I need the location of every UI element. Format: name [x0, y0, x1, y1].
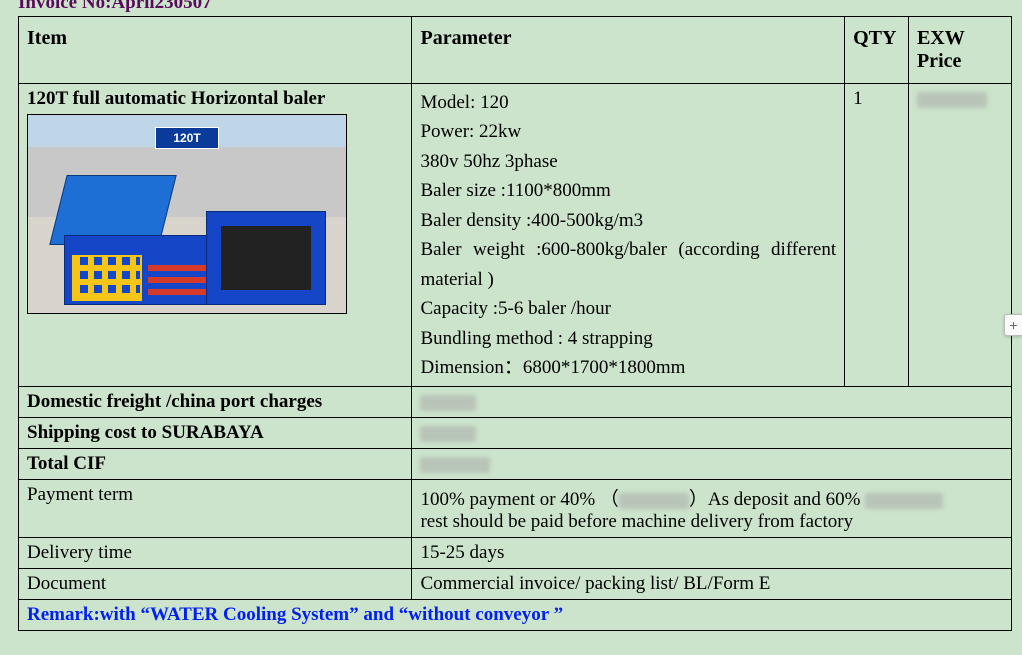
- remark-row: Remark:with “WATER Cooling System” and “…: [19, 600, 1012, 631]
- delivery-row: Delivery time 15-25 days: [19, 538, 1012, 569]
- param-capacity: Capacity :5-6 baler /hour: [420, 294, 836, 323]
- remark-text: Remark:with “WATER Cooling System” and “…: [19, 600, 1012, 631]
- domestic-freight-label: Domestic freight /china port charges: [19, 387, 412, 418]
- qty-value: 1: [845, 84, 909, 387]
- domestic-freight-row: Domestic freight /china port charges x: [19, 387, 1012, 418]
- payment-text-a: 100% payment or 40% （: [420, 489, 618, 510]
- redacted-value: x: [420, 426, 476, 442]
- document-row: Document Commercial invoice/ packing lis…: [19, 569, 1012, 600]
- payment-label: Payment term: [19, 480, 412, 538]
- param-bundle: Bundling method : 4 strapping: [420, 324, 836, 353]
- param-size: Baler size :1100*800mm: [420, 176, 836, 205]
- domestic-freight-value: x: [412, 387, 1012, 418]
- document-label: Document: [19, 569, 412, 600]
- remark-d: “without conveyor ”: [399, 604, 563, 625]
- price-value: x: [908, 84, 1011, 387]
- product-row: 120T full automatic Horizontal baler 120…: [19, 84, 1012, 387]
- product-image: 120T: [27, 114, 347, 314]
- cif-row: Total CIF x: [19, 449, 1012, 480]
- shipping-label: Shipping cost to SURABAYA: [19, 418, 412, 449]
- redacted-value: x: [420, 457, 490, 473]
- remark-c: and: [363, 604, 394, 625]
- param-model: Model: 120: [420, 88, 836, 117]
- param-density: Baler density :400-500kg/m3: [420, 206, 836, 235]
- header-item: Item: [19, 17, 412, 84]
- parameter-list: Model: 120 Power: 22kw 380v 50hz 3phase …: [420, 88, 836, 382]
- payment-row: Payment term 100% payment or 40% （x）As d…: [19, 480, 1012, 538]
- delivery-label: Delivery time: [19, 538, 412, 569]
- remark-b: “WATER Cooling System”: [140, 604, 358, 625]
- cif-value: x: [412, 449, 1012, 480]
- redacted-value: x: [865, 493, 943, 509]
- redacted-value: x: [619, 493, 689, 509]
- header-price: EXW Price: [908, 17, 1011, 84]
- redacted-value: x: [420, 395, 476, 411]
- delivery-value: 15-25 days: [412, 538, 1012, 569]
- expand-button[interactable]: +: [1004, 314, 1022, 336]
- param-weight: Baler weight :600-800kg/baler (according…: [420, 235, 836, 294]
- payment-value: 100% payment or 40% （x）As deposit and 60…: [412, 480, 1012, 538]
- header-parameter: Parameter: [412, 17, 845, 84]
- shipping-row: Shipping cost to SURABAYA x: [19, 418, 1012, 449]
- document-value: Commercial invoice/ packing list/ BL/For…: [412, 569, 1012, 600]
- header-row: Item Parameter QTY EXW Price: [19, 17, 1012, 84]
- param-dim: Dimension：6800*1700*1800mm: [420, 353, 836, 382]
- remark-a: Remark:with: [27, 604, 140, 625]
- product-title: 120T full automatic Horizontal baler: [27, 88, 403, 110]
- param-voltage: 380v 50hz 3phase: [420, 147, 836, 176]
- shipping-value: x: [412, 418, 1012, 449]
- payment-text-c: rest should be paid before machine deliv…: [420, 511, 853, 532]
- payment-text-b: ）As deposit and 60%: [689, 489, 865, 510]
- cif-label: Total CIF: [19, 449, 412, 480]
- invoice-number: Invoice No:April230507: [0, 0, 1022, 16]
- header-qty: QTY: [845, 17, 909, 84]
- redacted-price: x: [917, 92, 987, 108]
- quotation-table: Item Parameter QTY EXW Price 120T full a…: [18, 16, 1012, 631]
- product-image-sign: 120T: [155, 127, 219, 149]
- param-power: Power: 22kw: [420, 117, 836, 146]
